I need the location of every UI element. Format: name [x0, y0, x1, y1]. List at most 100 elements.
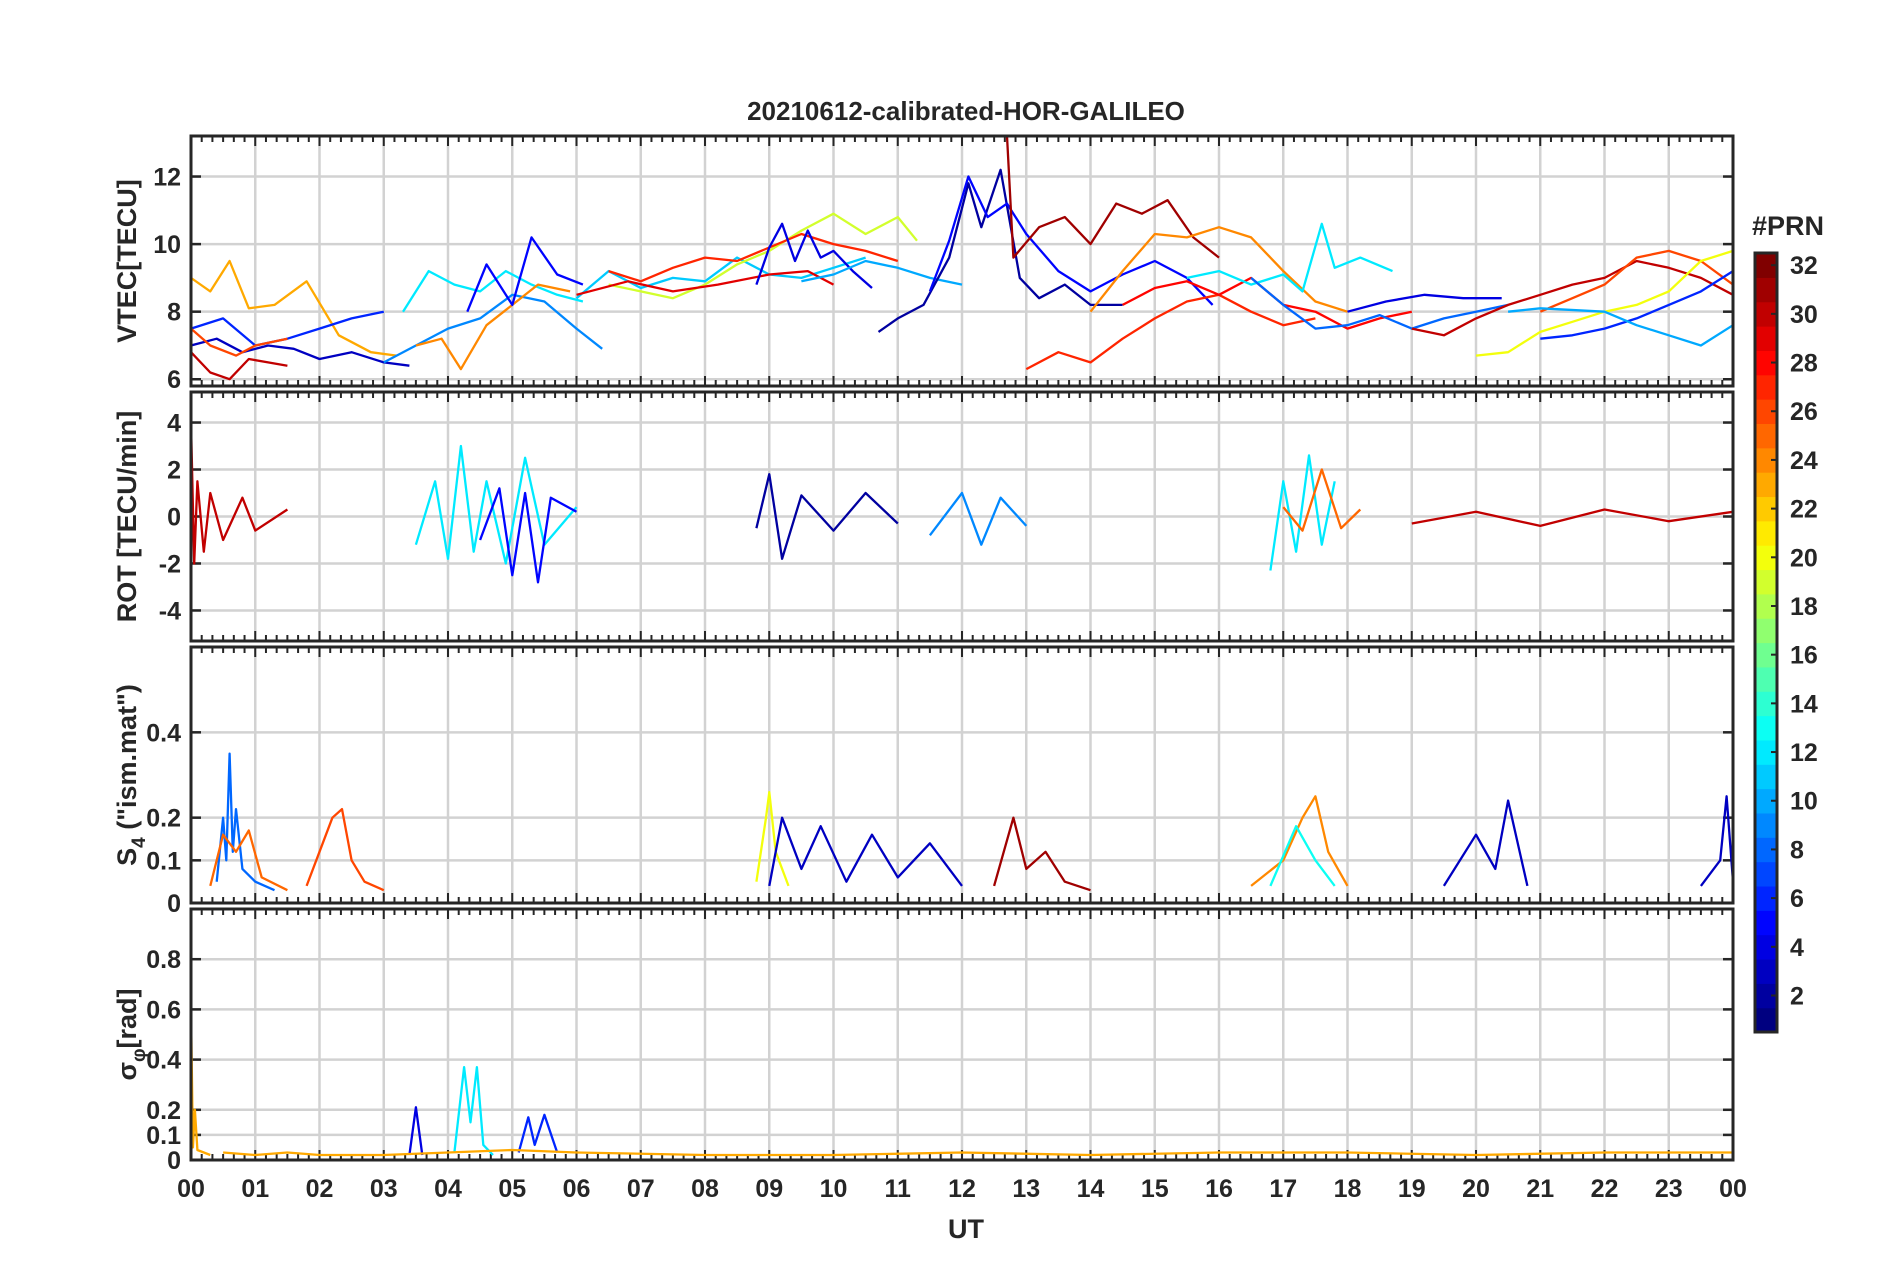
- vtec-series-prn-23: [191, 259, 397, 357]
- vtec-series-prn-30: [1411, 259, 1733, 337]
- colorbar-tick-label: 18: [1790, 593, 1818, 621]
- sigma-ylabel-rest: [rad]: [112, 988, 142, 1048]
- vtec-series-prn-30: [191, 351, 288, 381]
- colorbar-segment: [1755, 642, 1777, 668]
- vtec-series-prn-6: [1540, 270, 1733, 340]
- sigma-ylabel-main: σ: [112, 1062, 142, 1080]
- colorbar-tick-label: 16: [1790, 642, 1818, 670]
- colorbar-segment: [1755, 253, 1777, 278]
- colorbar-tick-label: 22: [1790, 496, 1818, 524]
- vtec-series-prn-9: [383, 293, 603, 364]
- s4-ytick-label: 0.1: [146, 847, 181, 875]
- colorbar-segment: [1755, 837, 1777, 863]
- x-tick-label: 05: [498, 1175, 526, 1203]
- sigma-series-prn-23: [223, 1148, 1733, 1157]
- s4-ylabel-subscript: 4: [129, 837, 150, 848]
- vtec-ytick-label: 8: [167, 299, 181, 327]
- s4-series-prn-3: [1442, 799, 1529, 887]
- colorbar-segment: [1755, 958, 1777, 984]
- vtec-series-prn-12: [402, 269, 584, 313]
- x-tick-label: 06: [563, 1175, 591, 1203]
- vtec-axes-box: [189, 134, 1735, 388]
- colorbar-tick-label: 8: [1790, 836, 1804, 864]
- sigma-ytick-label: 0.1: [146, 1122, 181, 1150]
- vtec-series-prn-3: [191, 337, 410, 367]
- rot-ytick-label: 2: [167, 457, 181, 485]
- colorbar-tick-label: 2: [1790, 982, 1804, 1010]
- vtec-series-prn-27: [1025, 293, 1316, 371]
- colorbar-segment: [1755, 910, 1777, 936]
- colorbar-tick-label: 12: [1790, 739, 1818, 767]
- colorbar-tick-label: 6: [1790, 885, 1804, 913]
- colorbar-segment: [1755, 496, 1777, 522]
- rot-axes-box: [189, 390, 1735, 643]
- s4-axes-box: [189, 645, 1735, 905]
- vtec-ytick-label: 12: [153, 164, 181, 192]
- x-tick-label: 23: [1655, 1175, 1683, 1203]
- colorbar-tick-label: 28: [1790, 350, 1818, 378]
- vtec-series-prn-5: [466, 236, 584, 313]
- sigma-series-prn-4: [408, 1106, 424, 1156]
- rot-series-prn-12: [414, 444, 578, 565]
- colorbar-segment: [1755, 350, 1777, 376]
- colorbar-label: #PRN: [1752, 211, 1824, 241]
- s4-series-prn-20: [755, 790, 790, 887]
- vtec-series-group: [191, 136, 1733, 381]
- x-tick-label: 22: [1591, 1175, 1619, 1203]
- s4-series-prn-24: [1250, 795, 1349, 887]
- panel-sigma: 00.10.2 0.4 0.6 0.8 σφ[rad]: [112, 907, 1735, 1175]
- s4-series-prn-31: [992, 816, 1091, 892]
- colorbar-segment: [1755, 983, 1777, 1009]
- x-tick-label: 12: [948, 1175, 976, 1203]
- colorbar-segment: [1755, 301, 1777, 327]
- chart-title: 20210612-calibrated-HOR-GALILEO: [747, 96, 1185, 126]
- x-tick-label: 15: [1141, 1175, 1169, 1203]
- sigma-ytick-label: 0: [167, 1147, 181, 1175]
- s4-series-group: [209, 752, 1733, 892]
- rot-ylabel: ROT [TECU/min]: [112, 411, 142, 622]
- rot-ytick-label: -2: [159, 550, 181, 578]
- x-tick-label: 19: [1398, 1175, 1426, 1203]
- x-axis: 00 01 02 03 04 05 06 07 08 09 10 11 12 13 14 15 16 17 18 19…: [177, 1175, 1747, 1203]
- x-tick-label: 16: [1205, 1175, 1233, 1203]
- x-tick-label: 03: [370, 1175, 398, 1203]
- vtec-series-prn-10: [1507, 307, 1733, 347]
- vtec-series-prn-8: [1250, 277, 1509, 330]
- colorbar-tick-label: 24: [1790, 447, 1818, 475]
- colorbar-tick-label: 30: [1790, 301, 1818, 329]
- panel-rot: -4 -2 0 2 4 ROT [TECU/min]: [112, 390, 1735, 643]
- colorbar-segment: [1755, 885, 1777, 911]
- colorbar-segment: [1755, 520, 1777, 546]
- s4-series-prn-8: [215, 752, 275, 892]
- colorbar-segment: [1755, 423, 1777, 449]
- x-tick-label: 00: [1719, 1175, 1747, 1203]
- x-tick-label: 20: [1462, 1175, 1490, 1203]
- rot-series-prn-9: [928, 491, 1028, 546]
- vtec-ytick-label: 6: [167, 366, 181, 394]
- x-tick-label: 07: [627, 1175, 655, 1203]
- s4-ylabel: S4 ("ism.mat"): [112, 684, 150, 866]
- x-tick-label: 21: [1526, 1175, 1554, 1203]
- sigma-ylabel-subscript: φ: [129, 1048, 150, 1062]
- sigma-series-group: [191, 1009, 1733, 1157]
- x-tick-label: 04: [434, 1175, 462, 1203]
- colorbar-frame: [1753, 251, 1779, 1034]
- vtec-series-prn-24: [1089, 226, 1348, 313]
- colorbar-segment: [1755, 472, 1777, 498]
- x-tick-label: 09: [755, 1175, 783, 1203]
- vtec-series-prn-27: [608, 232, 899, 283]
- colorbar-segment: [1755, 764, 1777, 790]
- colorbar-segment: [1755, 812, 1777, 838]
- x-tick-label: 17: [1269, 1175, 1297, 1203]
- s4-ylabel-rest: ("ism.mat"): [112, 684, 142, 837]
- s4-ytick-label: 0.4: [146, 719, 181, 747]
- s4-series-prn-26: [305, 807, 385, 892]
- s4-ylabel-main: S: [112, 848, 142, 866]
- sigma-ytick-label: 0.6: [146, 996, 181, 1024]
- rot-ytick-label: 4: [167, 410, 181, 438]
- panel-s4: 00.10.20.4S4 ("ism.mat"): [112, 645, 1735, 918]
- rot-ytick-label: -4: [159, 597, 181, 625]
- x-tick-label: 18: [1334, 1175, 1362, 1203]
- vtec-series-prn-12: [1186, 222, 1393, 293]
- s4-series-prn-3: [768, 816, 963, 887]
